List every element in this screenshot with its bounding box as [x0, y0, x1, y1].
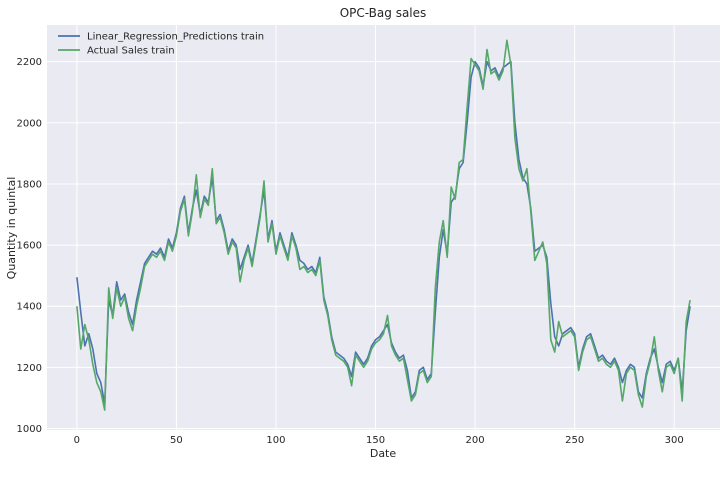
y-axis-ticks: 1000 1200 1400 1600 1800 2000 2200	[17, 57, 42, 435]
gridlines	[47, 25, 720, 430]
legend: Linear_Regression_Predictions train Actua…	[58, 32, 264, 57]
x-axis-label: Date	[370, 447, 397, 460]
series-lines	[76, 39, 691, 411]
y-tick-label: 2200	[17, 57, 42, 68]
x-axis-ticks: 0 50 100 150 200 250 300	[74, 435, 684, 446]
y-tick-label: 1800	[17, 179, 42, 190]
legend-label: Linear_Regression_Predictions train	[87, 32, 264, 43]
y-tick-label: 1400	[17, 302, 42, 313]
y-tick-label: 1200	[17, 363, 42, 374]
y-tick-label: 1600	[17, 241, 42, 252]
y-tick-label: 2000	[17, 118, 42, 129]
x-tick-label: 0	[74, 435, 80, 446]
y-axis-label: Quantity in quintal	[5, 177, 18, 280]
y-tick-label: 1000	[17, 424, 42, 435]
series-line-2	[76, 39, 691, 411]
chart-title: OPC-Bag sales	[340, 6, 427, 20]
x-tick-label: 250	[565, 435, 584, 446]
x-tick-label: 50	[170, 435, 183, 446]
x-tick-label: 300	[665, 435, 684, 446]
legend-label: Actual Sales train	[87, 46, 175, 57]
x-tick-label: 100	[266, 435, 285, 446]
x-tick-label: 150	[366, 435, 385, 446]
x-tick-label: 200	[466, 435, 485, 446]
